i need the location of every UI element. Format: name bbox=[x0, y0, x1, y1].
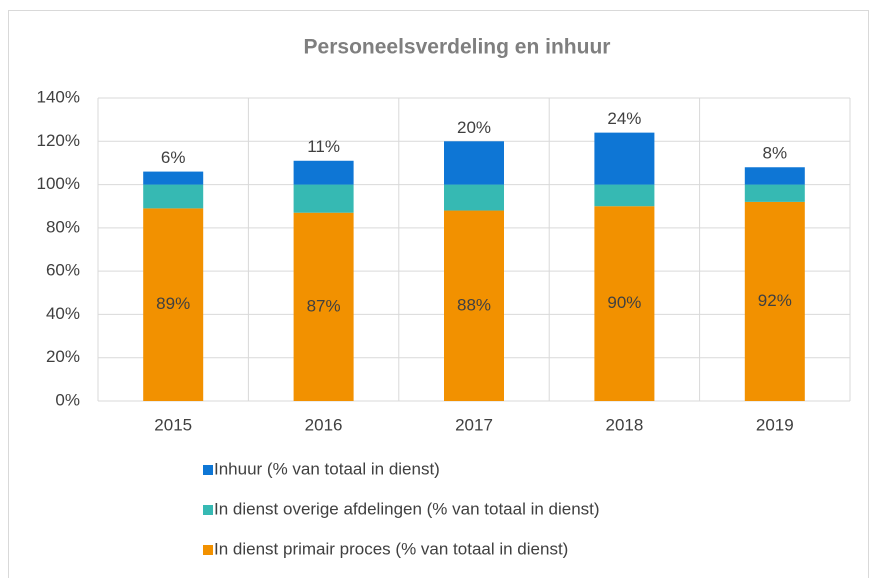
bar-segment bbox=[444, 184, 504, 211]
bar-segment bbox=[293, 184, 354, 213]
data-label: 92% bbox=[758, 291, 792, 310]
legend-label: Inhuur (% van totaal in dienst) bbox=[214, 459, 440, 478]
bar-segment bbox=[293, 160, 354, 185]
data-label: 88% bbox=[457, 295, 491, 314]
bar-segment bbox=[744, 184, 805, 202]
y-tick-label: 60% bbox=[46, 261, 80, 280]
x-tick-label: 2018 bbox=[605, 415, 643, 434]
y-tick-label: 40% bbox=[46, 304, 80, 323]
x-tick-label: 2019 bbox=[756, 415, 794, 434]
bar-segment bbox=[744, 201, 805, 401]
chart-title: Personeelsverdeling en inhuur bbox=[304, 36, 611, 59]
chart-border bbox=[8, 10, 869, 578]
legend-label: In dienst primair proces (% van totaal i… bbox=[214, 539, 568, 558]
y-tick-label: 100% bbox=[37, 174, 80, 193]
data-label: 20% bbox=[457, 118, 491, 137]
x-tick-label: 2016 bbox=[305, 415, 343, 434]
bar-segment bbox=[293, 212, 354, 401]
x-tick-label: 2017 bbox=[455, 415, 493, 434]
data-label: 8% bbox=[763, 144, 788, 163]
bar-segment bbox=[143, 208, 204, 401]
legend-swatch bbox=[203, 465, 213, 475]
data-label: 6% bbox=[161, 148, 186, 167]
y-tick-label: 80% bbox=[46, 217, 80, 236]
y-tick-label: 0% bbox=[55, 390, 80, 409]
legend-swatch bbox=[203, 545, 213, 555]
legend-swatch bbox=[203, 505, 213, 515]
y-tick-label: 140% bbox=[37, 87, 80, 106]
data-label: 89% bbox=[156, 294, 190, 313]
bar-segment bbox=[444, 141, 504, 185]
x-tick-label: 2015 bbox=[154, 415, 192, 434]
bar-segment bbox=[143, 171, 204, 185]
legend-label: In dienst overige afdelingen (% van tota… bbox=[214, 499, 600, 518]
bar-segment bbox=[143, 184, 204, 209]
bar-segment bbox=[444, 210, 504, 401]
y-tick-label: 120% bbox=[37, 131, 80, 150]
bar-segment bbox=[594, 132, 655, 185]
y-tick-label: 20% bbox=[46, 347, 80, 366]
data-label: 11% bbox=[307, 137, 340, 156]
data-label: 24% bbox=[607, 109, 641, 128]
data-label: 90% bbox=[607, 293, 641, 312]
bar-segment bbox=[594, 184, 655, 207]
data-label: 87% bbox=[307, 296, 341, 315]
bar-segment bbox=[744, 167, 805, 185]
bar-segment bbox=[594, 206, 655, 401]
